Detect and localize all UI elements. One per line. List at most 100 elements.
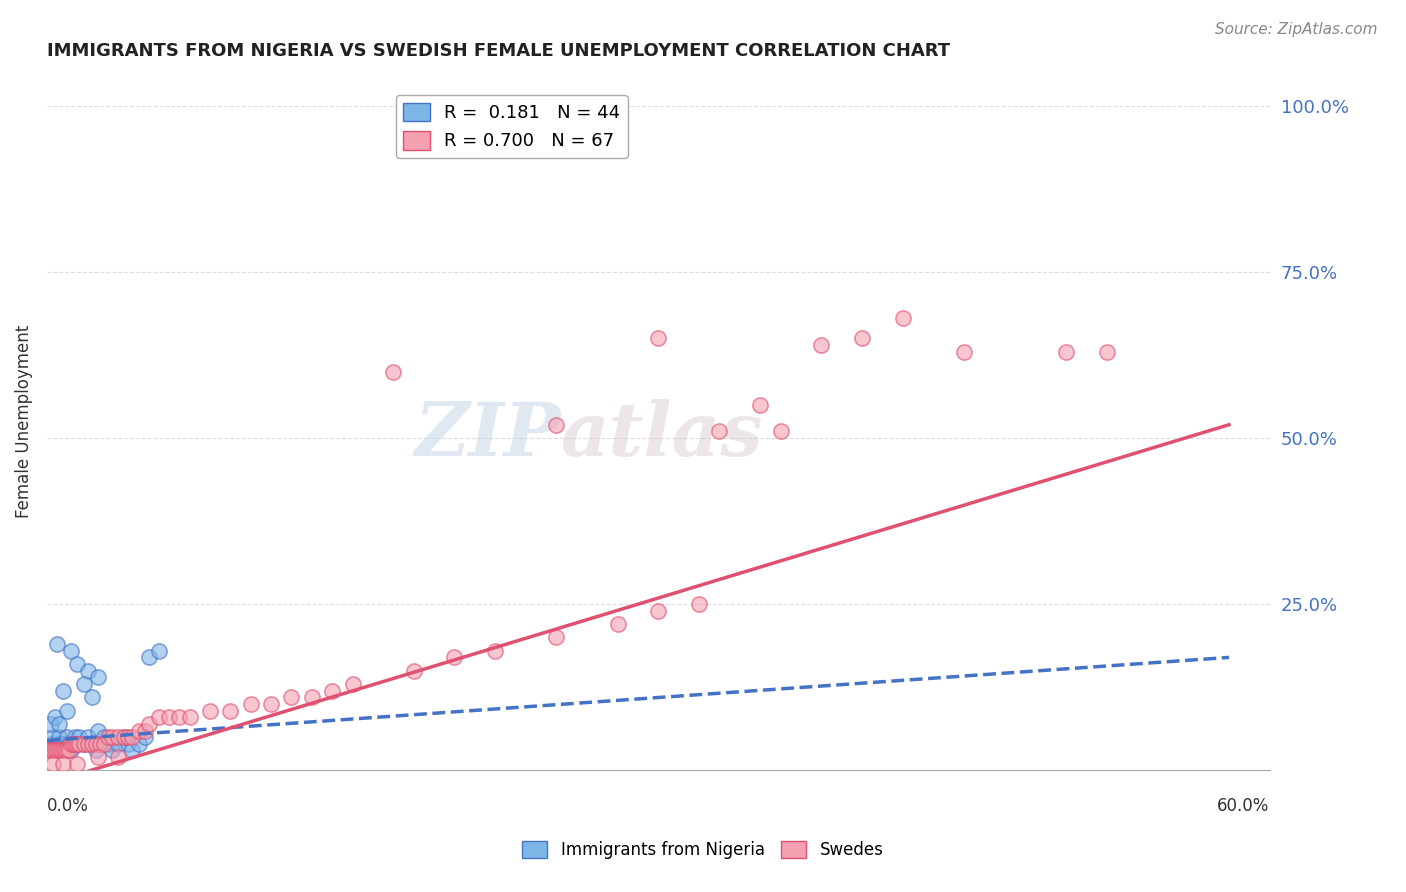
Point	[48, 743, 70, 757]
Point	[60, 644, 83, 658]
Point	[42, 730, 65, 744]
Point	[134, 730, 156, 744]
Point	[647, 604, 669, 618]
Point	[56, 730, 79, 744]
Point	[117, 730, 139, 744]
Point	[1095, 344, 1118, 359]
Point	[128, 723, 150, 738]
Point	[89, 737, 111, 751]
Text: atlas: atlas	[561, 399, 763, 472]
Point	[107, 730, 129, 744]
Point	[53, 743, 76, 757]
Point	[56, 704, 79, 718]
Point	[121, 730, 143, 744]
Point	[87, 723, 110, 738]
Point	[93, 730, 115, 744]
Point	[891, 311, 914, 326]
Point	[69, 730, 91, 744]
Point	[72, 737, 94, 751]
Legend: R =  0.181   N = 44, R = 0.700   N = 67: R = 0.181 N = 44, R = 0.700 N = 67	[395, 95, 627, 158]
Point	[76, 737, 98, 751]
Point	[382, 365, 405, 379]
Point	[709, 425, 731, 439]
Point	[117, 737, 139, 751]
Point	[80, 737, 103, 751]
Point	[48, 730, 70, 744]
Point	[76, 730, 98, 744]
Text: IMMIGRANTS FROM NIGERIA VS SWEDISH FEMALE UNEMPLOYMENT CORRELATION CHART: IMMIGRANTS FROM NIGERIA VS SWEDISH FEMAL…	[46, 42, 950, 60]
Point	[65, 730, 87, 744]
Point	[443, 650, 465, 665]
Point	[546, 631, 568, 645]
Text: ZIP: ZIP	[415, 399, 561, 472]
Point	[52, 756, 75, 771]
Point	[76, 664, 98, 678]
Point	[301, 690, 323, 705]
Point	[953, 344, 976, 359]
Point	[66, 657, 89, 671]
Point	[39, 717, 62, 731]
Point	[52, 743, 75, 757]
Point	[62, 737, 84, 751]
Point	[342, 677, 364, 691]
Point	[484, 644, 506, 658]
Point	[49, 743, 72, 757]
Point	[60, 743, 83, 757]
Y-axis label: Female Unemployment: Female Unemployment	[15, 325, 32, 518]
Point	[72, 737, 94, 751]
Point	[1054, 344, 1077, 359]
Point	[219, 704, 242, 718]
Point	[44, 710, 66, 724]
Point	[60, 737, 83, 751]
Point	[402, 664, 425, 678]
Point	[52, 743, 75, 757]
Point	[72, 677, 94, 691]
Point	[42, 743, 65, 757]
Point	[239, 697, 262, 711]
Point	[134, 723, 156, 738]
Point	[121, 743, 143, 757]
Text: 60.0%: 60.0%	[1218, 797, 1270, 815]
Point	[321, 683, 343, 698]
Point	[46, 737, 69, 751]
Point	[49, 737, 72, 751]
Point	[169, 710, 191, 724]
Point	[107, 750, 129, 764]
Point	[101, 743, 124, 757]
Point	[84, 743, 107, 757]
Point	[39, 737, 62, 751]
Point	[44, 743, 66, 757]
Point	[53, 737, 76, 751]
Point	[66, 737, 89, 751]
Point	[97, 730, 120, 744]
Point	[66, 737, 89, 751]
Point	[851, 331, 873, 345]
Point	[84, 737, 107, 751]
Point	[688, 597, 710, 611]
Point	[810, 338, 832, 352]
Point	[606, 617, 628, 632]
Point	[546, 417, 568, 432]
Point	[87, 750, 110, 764]
Point	[97, 737, 120, 751]
Point	[87, 670, 110, 684]
Point	[46, 637, 69, 651]
Point	[80, 737, 103, 751]
Point	[198, 704, 221, 718]
Point	[89, 737, 111, 751]
Point	[112, 730, 135, 744]
Text: Source: ZipAtlas.com: Source: ZipAtlas.com	[1215, 22, 1378, 37]
Point	[138, 717, 160, 731]
Point	[101, 730, 124, 744]
Point	[56, 743, 79, 757]
Point	[93, 737, 115, 751]
Point	[44, 743, 66, 757]
Point	[58, 737, 80, 751]
Point	[148, 644, 170, 658]
Point	[80, 690, 103, 705]
Legend: Immigrants from Nigeria, Swedes: Immigrants from Nigeria, Swedes	[516, 834, 890, 866]
Point	[48, 717, 70, 731]
Point	[138, 650, 160, 665]
Point	[42, 756, 65, 771]
Point	[157, 710, 180, 724]
